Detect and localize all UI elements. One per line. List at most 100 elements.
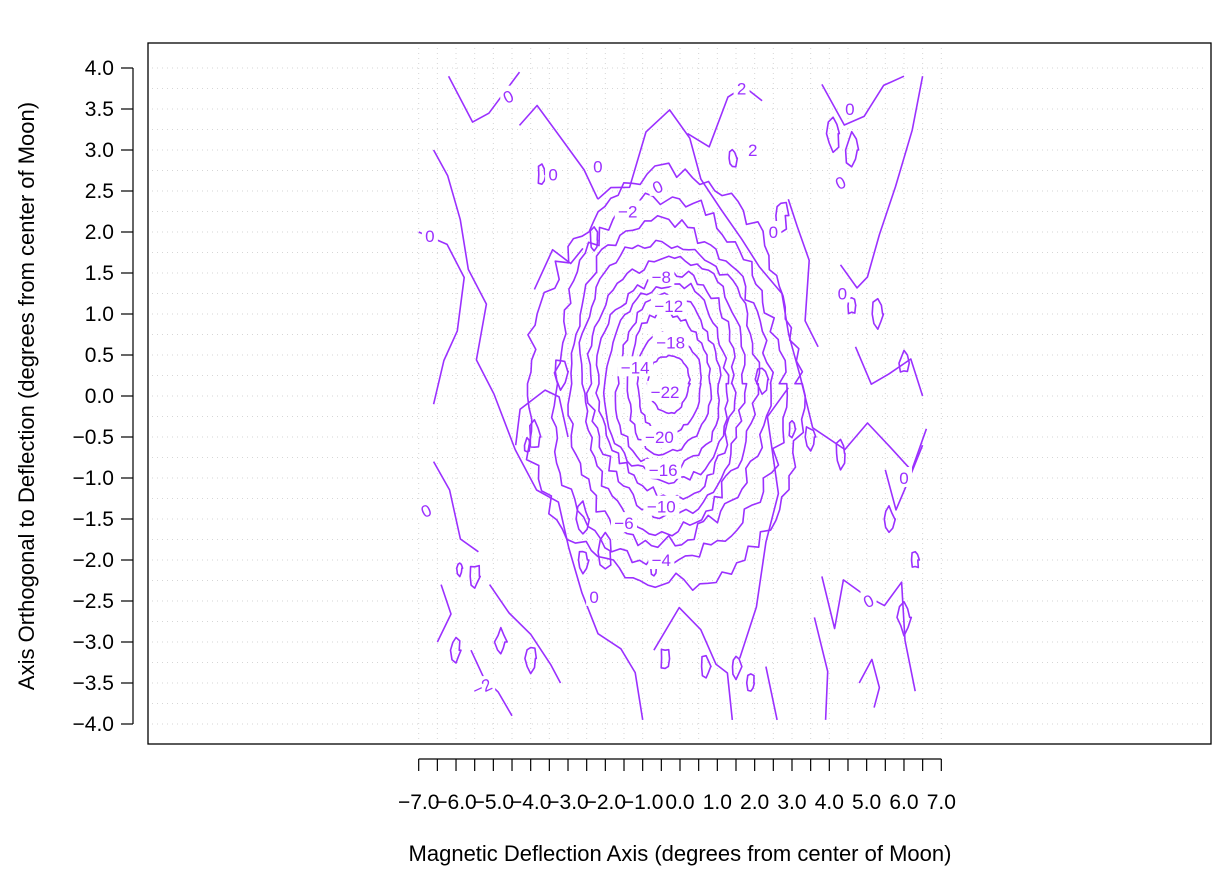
x-tick-label: 5.0	[852, 791, 881, 814]
contour-label: 0	[593, 157, 602, 176]
x-tick-label: −6.0	[435, 791, 476, 814]
contour-label: 0	[845, 100, 854, 119]
contour-label-bg	[744, 139, 761, 159]
contour-label: −14	[621, 358, 650, 377]
contour-blob	[589, 226, 599, 252]
contour-label: −6	[614, 514, 633, 533]
contour-line-6	[567, 214, 774, 549]
x-tick-label: 1.0	[703, 791, 732, 814]
contour-line-0	[488, 584, 562, 684]
x-tick-label: −3.0	[547, 791, 588, 814]
contour-label: −12	[654, 297, 683, 316]
contour-line-12	[595, 268, 737, 501]
contour-line-14	[602, 282, 730, 485]
contour-line-0	[436, 584, 452, 643]
contour-label: −20	[645, 428, 674, 447]
contour-label: 0	[425, 227, 434, 246]
contour-blob	[898, 349, 911, 373]
contour-label-bg	[545, 163, 562, 184]
y-tick-label: −2.0	[73, 549, 114, 572]
contour-label-bg	[641, 426, 678, 446]
contour-lines	[418, 71, 928, 721]
y-tick-label: −4.0	[73, 713, 114, 736]
x-tick-label: −1.0	[622, 791, 663, 814]
contour-blob	[597, 531, 612, 570]
contour-label: 2	[748, 141, 757, 160]
contour-blob	[883, 505, 897, 534]
contour-label-bg	[418, 499, 435, 520]
contour-label-bg	[765, 221, 782, 241]
y-tick-label: −1.0	[73, 467, 114, 490]
x-tick-label: −7.0	[398, 791, 439, 814]
contour-blob	[775, 201, 790, 234]
contour-label-bg	[647, 380, 684, 401]
contour-label-bg	[648, 549, 675, 569]
y-tick-label: 0.0	[85, 385, 114, 408]
contour-label-bg	[832, 171, 849, 192]
contour-line-0	[854, 346, 924, 397]
contour-label-bg	[733, 77, 750, 98]
contour-line-0	[858, 658, 881, 708]
contour-label: 0	[838, 285, 847, 304]
x-tick-label: 3.0	[777, 791, 806, 814]
contour-label-bg	[500, 85, 517, 106]
contour-blob	[825, 116, 841, 154]
contour-blob	[745, 673, 756, 692]
contour-label-bg	[895, 467, 912, 487]
contour-label-bg	[841, 98, 858, 118]
x-tick-label: 6.0	[889, 791, 918, 814]
contour-line-0	[518, 104, 599, 200]
y-tick-label: −1.5	[73, 508, 114, 531]
contour-label-bg	[469, 676, 496, 697]
contour-line-0	[765, 666, 778, 721]
contour-blob	[910, 550, 921, 569]
contour-label: −16	[649, 461, 678, 480]
contour-label-bg	[834, 282, 851, 303]
contour-line-0	[687, 85, 763, 148]
contour-blob	[835, 438, 846, 471]
y-tick-label: 0.5	[85, 344, 114, 367]
contour-line-18	[626, 309, 713, 456]
contour-label: −18	[656, 334, 685, 353]
contour-label: −8	[652, 268, 671, 287]
y-tick-label: −3.0	[73, 631, 114, 654]
contour-line-2	[525, 162, 806, 592]
contour-line-0	[514, 389, 569, 446]
contour-blob	[660, 648, 671, 670]
contour-line-0	[432, 461, 479, 553]
contour-label-bg	[650, 294, 687, 315]
contour-label-bg	[421, 225, 438, 246]
contour-label-bg	[617, 356, 654, 377]
contour-label: −2	[618, 203, 637, 222]
contour-line-0	[418, 231, 465, 405]
y-tick-label: 3.5	[85, 98, 114, 121]
contour-label: 2	[737, 80, 746, 99]
y-tick-label: −3.5	[73, 672, 114, 695]
contour-label-bg	[860, 590, 877, 610]
y-tick-label: 1.0	[85, 303, 114, 326]
contour-line-0	[813, 617, 829, 720]
x-tick-label: −5.0	[473, 791, 514, 814]
contour-blob	[455, 562, 464, 578]
contour-label-bg	[652, 331, 689, 352]
contour-blob	[871, 297, 885, 330]
contour-label: 0	[548, 166, 557, 185]
contour-line-10	[585, 255, 748, 520]
contour-label: 0	[589, 588, 598, 607]
contour-label-bg	[645, 458, 682, 479]
y-axis-title: Axis Orthogonal to Deflection (degrees f…	[14, 102, 39, 690]
contour-line-0	[839, 76, 924, 289]
contour-blob	[896, 601, 913, 637]
contour-line-4	[550, 192, 789, 566]
contour-line-0	[432, 149, 644, 721]
x-tick-label: 7.0	[927, 791, 956, 814]
contour-label: −22	[651, 383, 680, 402]
x-tick-label: −4.0	[510, 791, 551, 814]
contour-blob	[449, 636, 462, 664]
contour-label: −4	[652, 551, 671, 570]
contour-line-0	[597, 109, 928, 472]
contour-label-bg	[649, 175, 666, 196]
contour-blob	[529, 418, 542, 448]
y-tick-label: −0.5	[73, 426, 114, 449]
